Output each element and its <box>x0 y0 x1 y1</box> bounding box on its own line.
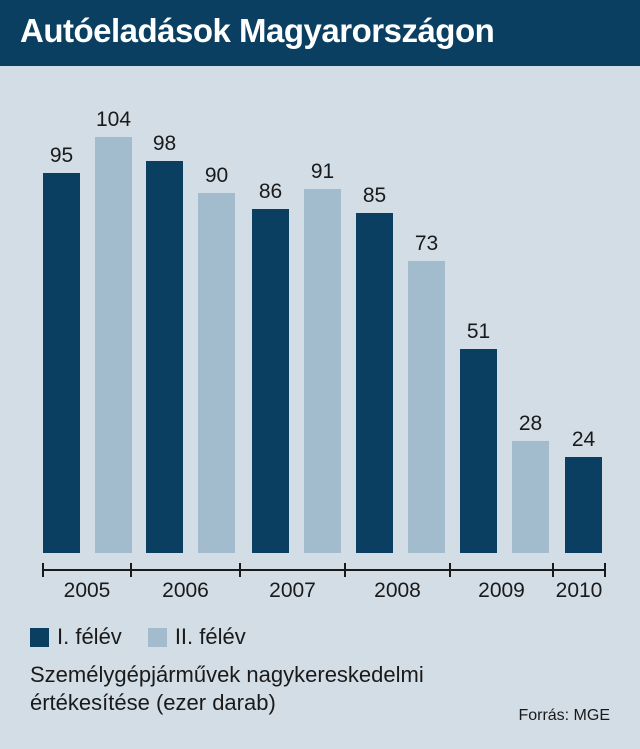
data-label-2009-first-half: 51 <box>467 320 490 343</box>
data-label-2005-first-half: 95 <box>50 144 73 167</box>
data-label-2010-first-half: 24 <box>572 428 596 451</box>
data-label-2005-second-half: 104 <box>96 108 131 131</box>
data-label-2007-second-half: 91 <box>311 160 334 183</box>
x-tick-label-2007: 2007 <box>269 579 316 602</box>
x-tick-label-2009: 2009 <box>478 579 525 602</box>
chart-title: Autóeladások Magyarországon <box>20 12 495 49</box>
title-bar: Autóeladások Magyarországon <box>0 0 640 66</box>
bar-2005-first-half <box>43 173 80 553</box>
data-label-2008-second-half: 73 <box>415 232 438 255</box>
legend-label-second-half: II. félév <box>174 624 246 649</box>
data-label-2009-second-half: 28 <box>519 412 542 435</box>
bar-2007-second-half <box>304 189 341 553</box>
legend-item-second-half: II. félév <box>147 624 246 650</box>
bar-2007-first-half <box>252 209 289 553</box>
data-label-2006-first-half: 98 <box>153 132 176 155</box>
caption-line-1: Személygépjárművek nagykereskedelmi <box>30 662 424 687</box>
legend: I. félév II. félév <box>30 624 272 650</box>
bar-2006-first-half <box>146 161 183 553</box>
x-tick-label-2010: 2010 <box>556 579 603 602</box>
x-tick-label-2006: 2006 <box>162 579 209 602</box>
bar-2010-first-half <box>565 457 602 553</box>
x-tick-label-2008: 2008 <box>374 579 421 602</box>
bar-2009-first-half <box>460 349 497 553</box>
data-label-2006-second-half: 90 <box>205 164 228 187</box>
caption: Személygépjárművek nagykereskedelmi érté… <box>30 661 470 717</box>
bar-2008-first-half <box>356 213 393 553</box>
source-note: Forrás: MGE <box>518 707 610 724</box>
bar-2005-second-half <box>95 137 132 553</box>
legend-swatch-second-half <box>147 627 167 647</box>
legend-swatch-first-half <box>30 627 49 647</box>
bar-2008-second-half <box>408 261 445 553</box>
bar-chart: 95 104 98 90 86 91 85 73 51 28 24 2005 2006 2007 2008 2… <box>42 108 606 602</box>
bar-2009-second-half <box>512 441 549 553</box>
legend-label-first-half: I. félév <box>57 624 122 649</box>
data-label-2007-first-half: 86 <box>259 180 282 203</box>
caption-line-2: értékesítése (ezer darab) <box>30 690 276 715</box>
legend-item-first-half: I. félév <box>30 624 122 650</box>
data-label-2008-first-half: 85 <box>363 184 386 207</box>
bar-2006-second-half <box>198 193 235 553</box>
x-tick-label-2005: 2005 <box>64 579 111 602</box>
